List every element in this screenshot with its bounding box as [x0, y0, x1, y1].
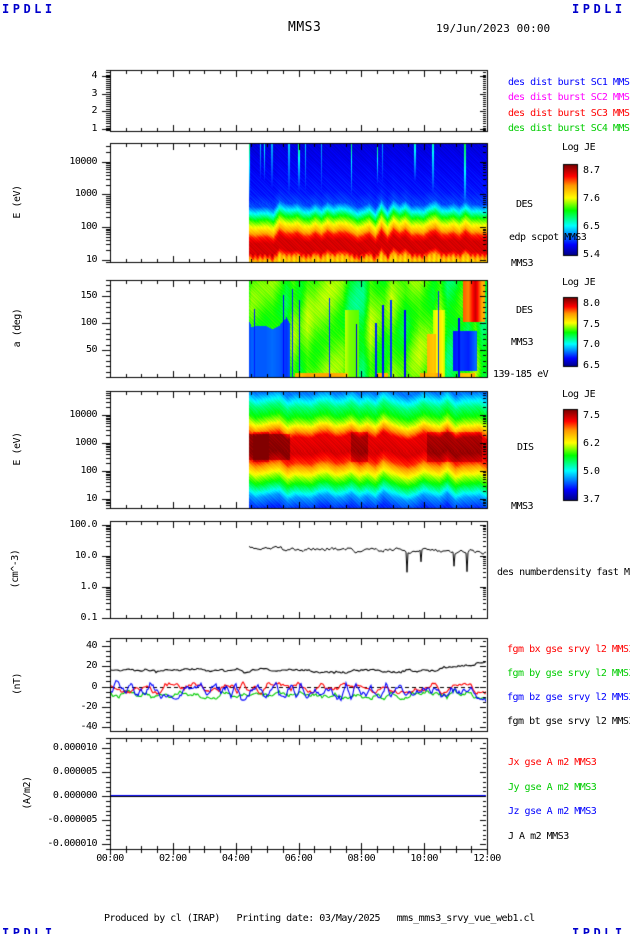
panel-right-label: 139-185 eV [493, 369, 549, 380]
colorbar-tick-label: 8.0 [583, 298, 600, 309]
y-tick-label: 150 [80, 290, 97, 301]
panel-right-label: MMS3 [511, 258, 534, 269]
footer-text: Produced by cl (IRAP) Printing date: 03/… [104, 913, 535, 924]
colorbar-title: Log JE [562, 389, 596, 400]
panel-right-label: edp scpot MMS3 [509, 232, 587, 243]
irap-logo-bottom-right: IPDLI [572, 926, 626, 934]
y-tick-label: -40 [80, 721, 97, 732]
colorbar-tick-label: 7.6 [583, 193, 600, 204]
panel-right-label: DIS [517, 442, 534, 453]
legend-entry: des dist burst SC3 MMS3 [508, 108, 630, 119]
legend-entry: Jx gse A m2 MMS3 [508, 757, 597, 768]
y-tick-label: 20 [85, 660, 98, 671]
legend-entry: fgm by gse srvy l2 MMS3 [507, 668, 630, 679]
colorbar-title: Log JE [562, 277, 596, 288]
legend-entry: des dist burst SC2 MMS2 [508, 92, 630, 103]
legend-entry: fgm bz gse srvy l2 MMS3 [507, 692, 630, 703]
y-tick-label: 3 [91, 88, 97, 99]
legend-entry: fgm bx gse srvy l2 MMS3 [507, 644, 630, 655]
colorbar-tick-label: 5.0 [583, 466, 600, 477]
header-spacecraft: MMS3 [288, 20, 322, 35]
y-tick-label: 1 [91, 123, 97, 134]
legend-entry: Jz gse A m2 MMS3 [508, 806, 597, 817]
colorbar-title: Log JE [562, 142, 596, 153]
y-tick-label: 0.000005 [52, 766, 98, 777]
colorbar-tick-label: 7.5 [583, 410, 600, 421]
y-tick-label: 100 [80, 465, 97, 476]
y-tick-label: 1000 [74, 437, 98, 448]
y-axis-title: E (eV) [12, 184, 23, 219]
panel-right-label: MMS3 [511, 501, 534, 512]
y-axis-title: a (deg) [12, 308, 23, 347]
legend-entry: Jy gse A m2 MMS3 [508, 782, 597, 793]
x-tick-label: 06:00 [284, 853, 313, 864]
y-tick-label: 0.000010 [52, 742, 98, 753]
legend-entry: des dist burst SC1 MMS1 [508, 77, 630, 88]
irap-logo-top-right: IPDLI [572, 2, 626, 16]
legend-entry: J A m2 MMS3 [508, 831, 569, 842]
colorbar-tick-label: 3.7 [583, 494, 600, 505]
x-tick-label: 00:00 [96, 853, 124, 864]
y-tick-label: 10.0 [74, 550, 98, 561]
y-tick-label: 100 [80, 221, 97, 232]
panel-right-label: DES [516, 305, 533, 316]
irap-logo-top-left: IPDLI [2, 2, 56, 16]
colorbar-tick-label: 6.5 [583, 221, 600, 232]
header-datetime: 19/Jun/2023 00:00 [436, 22, 551, 35]
y-tick-label: -20 [80, 701, 97, 712]
panel-right-label: des numberdensity fast M [497, 567, 630, 578]
y-axis-title: (cm^-3) [10, 549, 21, 588]
colorbar-tick-label: 6.5 [583, 360, 600, 371]
legend-entry: fgm bt gse srvy l2 MMS3 [507, 716, 630, 727]
y-tick-label: 0.000000 [52, 790, 98, 801]
y-tick-label: 100.0 [69, 519, 97, 530]
panel-right-label: DES [516, 199, 533, 210]
y-tick-label: 2 [91, 105, 97, 116]
y-axis-title: E (eV) [12, 431, 23, 466]
y-tick-label: 0.1 [80, 612, 97, 623]
x-tick-label: 04:00 [221, 853, 250, 864]
y-tick-label: 1.0 [80, 581, 97, 592]
y-tick-label: 1000 [74, 188, 98, 199]
y-tick-label: 50 [85, 344, 98, 355]
colorbar-tick-label: 7.0 [583, 339, 600, 350]
colorbar-tick-label: 5.4 [583, 249, 600, 260]
x-tick-label: 12:00 [473, 853, 501, 864]
y-tick-label: 0 [91, 681, 97, 692]
y-tick-label: 10 [85, 254, 98, 265]
y-tick-label: -0.000010 [47, 838, 97, 849]
x-tick-label: 02:00 [159, 853, 187, 864]
y-tick-label: -0.000005 [47, 814, 97, 825]
y-tick-label: 10 [85, 493, 98, 504]
x-tick-label: 10:00 [410, 853, 438, 864]
colorbar-tick-label: 7.5 [583, 319, 600, 330]
legend-entry: des dist burst SC4 MMS4 [508, 123, 630, 134]
y-tick-label: 40 [85, 640, 98, 651]
irap-logo-bottom-left: IPDLI [2, 926, 56, 934]
y-tick-label: 4 [91, 70, 97, 81]
colorbar-tick-label: 8.7 [583, 165, 600, 176]
x-tick-label: 08:00 [347, 853, 376, 864]
colorbar-tick-label: 6.2 [583, 438, 600, 449]
y-tick-label: 10000 [69, 409, 97, 420]
panel-right-label: MMS3 [511, 337, 534, 348]
y-axis-title: (nT) [12, 672, 23, 695]
y-axis-title: (A/m2) [22, 775, 33, 810]
y-tick-label: 10000 [69, 156, 97, 167]
y-tick-label: 100 [80, 317, 97, 328]
